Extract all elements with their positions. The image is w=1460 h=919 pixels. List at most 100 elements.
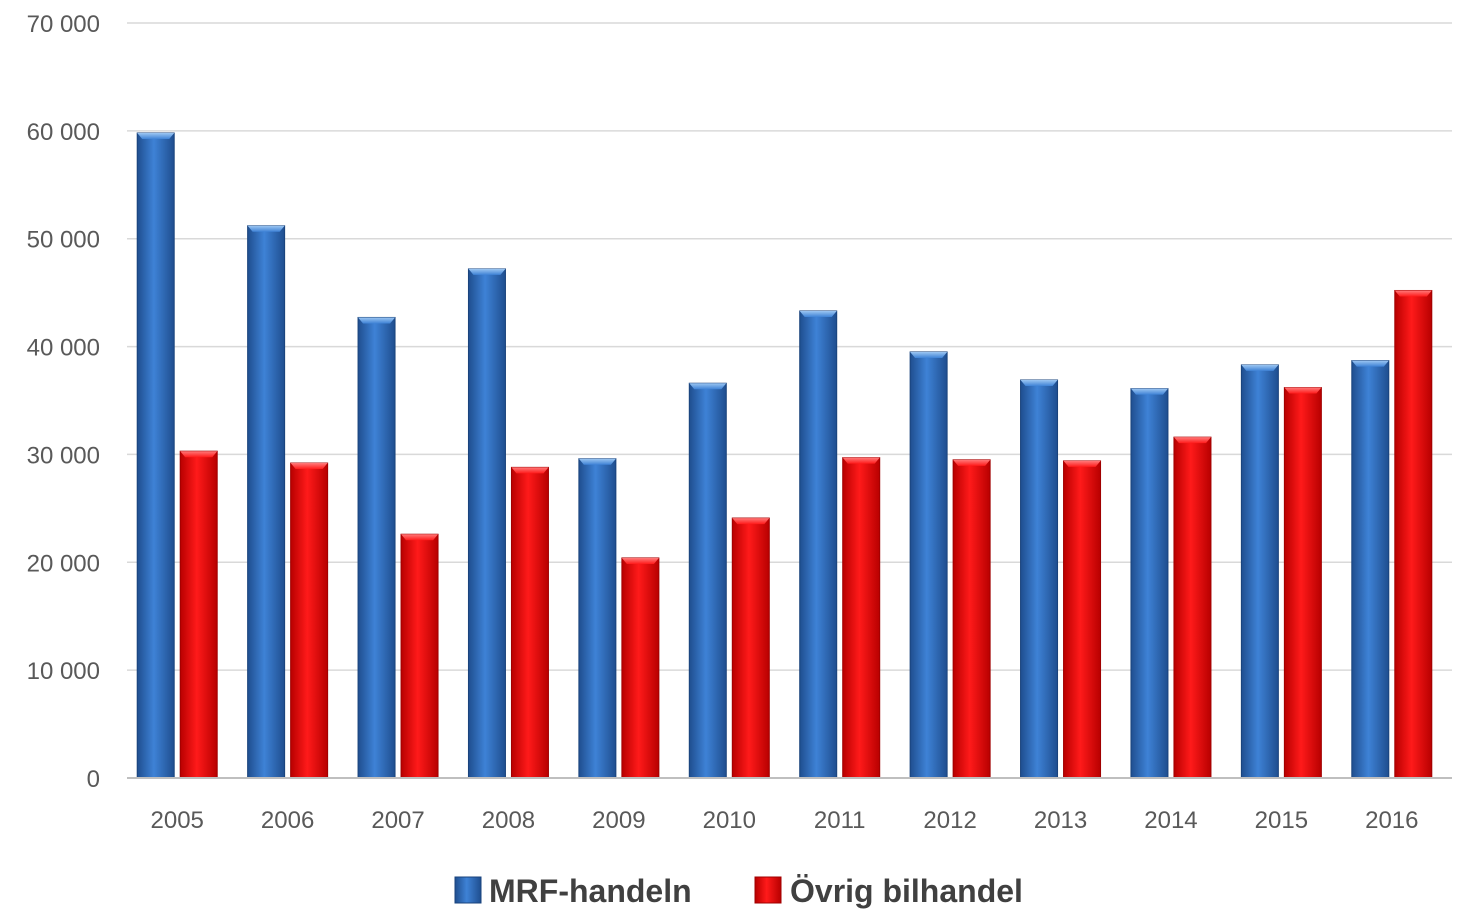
bar-body	[731, 517, 770, 779]
x-tick-label: 2007	[371, 807, 424, 834]
bar-body	[952, 459, 991, 779]
bar-bevel	[358, 317, 396, 324]
bar-mrf-handeln-2006	[247, 225, 286, 779]
legend: MRF-handeln Övrig bilhandel	[454, 873, 1023, 909]
bar-body	[136, 132, 175, 779]
bar-ovrig-bilhandel-2005	[179, 450, 218, 779]
bar-body	[688, 382, 727, 779]
bar-mrf-handeln-2015	[1240, 364, 1279, 779]
bar-body	[1020, 379, 1059, 779]
gridlines	[127, 22, 1452, 671]
x-tick-label: 2009	[592, 807, 645, 834]
y-tick-label: 60 000	[27, 119, 100, 146]
bar-mrf-handeln-2005	[136, 132, 175, 779]
x-tick-label: 2016	[1365, 807, 1418, 834]
bar-bevel	[247, 225, 285, 232]
bar-mrf-handeln-2013	[1020, 379, 1059, 779]
y-tick-label: 70 000	[27, 11, 100, 38]
bar-mrf-handeln-2016	[1351, 360, 1390, 779]
bar-body	[510, 466, 549, 779]
bar-bevel	[137, 133, 175, 140]
bar-mrf-handeln-2011	[799, 310, 838, 779]
bar-bevel	[1130, 388, 1168, 395]
x-tick-label: 2005	[151, 807, 204, 834]
bar-body	[400, 533, 439, 779]
bar-bevel	[910, 351, 948, 358]
bar-bevel	[689, 383, 727, 390]
x-tick-label: 2006	[261, 807, 314, 834]
x-tick-label: 2010	[703, 807, 756, 834]
bar-body	[179, 450, 218, 779]
bar-body	[247, 225, 286, 779]
bar-body	[842, 457, 881, 779]
bars	[136, 132, 1433, 779]
bar-mrf-handeln-2012	[909, 351, 948, 779]
bar-bevel	[1241, 364, 1279, 371]
bar-body	[799, 310, 838, 779]
y-tick-label: 30 000	[27, 442, 100, 469]
bar-bevel	[401, 534, 439, 541]
bar-bevel	[468, 268, 506, 275]
bar-mrf-handeln-2010	[688, 382, 727, 779]
bar-body	[1130, 388, 1169, 779]
bar-ovrig-bilhandel-2009	[621, 557, 660, 779]
bar-bevel	[1020, 380, 1058, 387]
bar-mrf-handeln-2009	[578, 458, 617, 779]
y-tick-label: 40 000	[27, 335, 100, 362]
y-tick-label: 0	[87, 766, 100, 793]
bar-body	[578, 458, 617, 779]
bar-bevel	[842, 457, 880, 464]
bar-body	[621, 557, 660, 779]
y-tick-label: 50 000	[27, 227, 100, 254]
bar-body	[290, 462, 329, 779]
x-tick-label: 2012	[923, 807, 976, 834]
legend-label: MRF-handeln	[489, 873, 692, 909]
bar-mrf-handeln-2007	[357, 316, 396, 779]
bar-ovrig-bilhandel-2014	[1173, 436, 1212, 779]
x-tick-label: 2014	[1144, 807, 1197, 834]
x-axis-tick-labels: 2005 2006 2007 2008 2009 2010 2011 2012 2013 2014…	[151, 807, 1419, 834]
bar-ovrig-bilhandel-2016	[1394, 289, 1433, 779]
bar-bevel	[1173, 437, 1211, 444]
bar-bevel	[1351, 360, 1389, 367]
bar-body	[1173, 436, 1212, 779]
y-tick-label: 10 000	[27, 658, 100, 685]
legend-swatch	[754, 876, 782, 904]
bar-ovrig-bilhandel-2015	[1283, 387, 1322, 779]
bar-ovrig-bilhandel-2008	[510, 466, 549, 779]
bar-body	[1240, 364, 1279, 779]
bar-bevel	[1284, 387, 1322, 394]
bar-bevel	[180, 451, 218, 458]
bar-body	[467, 268, 506, 779]
bar-bevel	[1063, 460, 1101, 467]
y-axis-tick-labels: 0 10 000 20 000 30 000 40 000 50 000 60 000 70 …	[27, 11, 100, 793]
legend-swatch	[454, 876, 482, 904]
bar-bevel	[1394, 290, 1432, 297]
bar-mrf-handeln-2008	[467, 268, 506, 779]
bar-body	[1351, 360, 1390, 779]
legend-label: Övrig bilhandel	[790, 873, 1023, 909]
bar-bevel	[578, 458, 616, 465]
bar-ovrig-bilhandel-2013	[1063, 460, 1102, 779]
bar-mrf-handeln-2014	[1130, 388, 1169, 779]
bar-ovrig-bilhandel-2011	[842, 457, 881, 779]
bar-bevel	[621, 557, 659, 564]
bar-bevel	[732, 518, 770, 525]
x-tick-label: 2008	[482, 807, 535, 834]
x-tick-label: 2011	[814, 807, 866, 834]
bar-body	[357, 316, 396, 779]
bar-body	[1283, 387, 1322, 779]
x-tick-label: 2015	[1255, 807, 1308, 834]
x-tick-label: 2013	[1034, 807, 1087, 834]
bar-ovrig-bilhandel-2012	[952, 459, 991, 779]
legend-item-mrf-handeln: MRF-handeln	[454, 873, 692, 909]
bar-ovrig-bilhandel-2010	[731, 517, 770, 779]
bar-body	[1063, 460, 1102, 779]
bar-bevel	[953, 459, 991, 466]
bar-bevel	[799, 310, 837, 317]
bar-bevel	[290, 463, 328, 470]
bar-body	[909, 351, 948, 779]
bar-ovrig-bilhandel-2007	[400, 533, 439, 779]
